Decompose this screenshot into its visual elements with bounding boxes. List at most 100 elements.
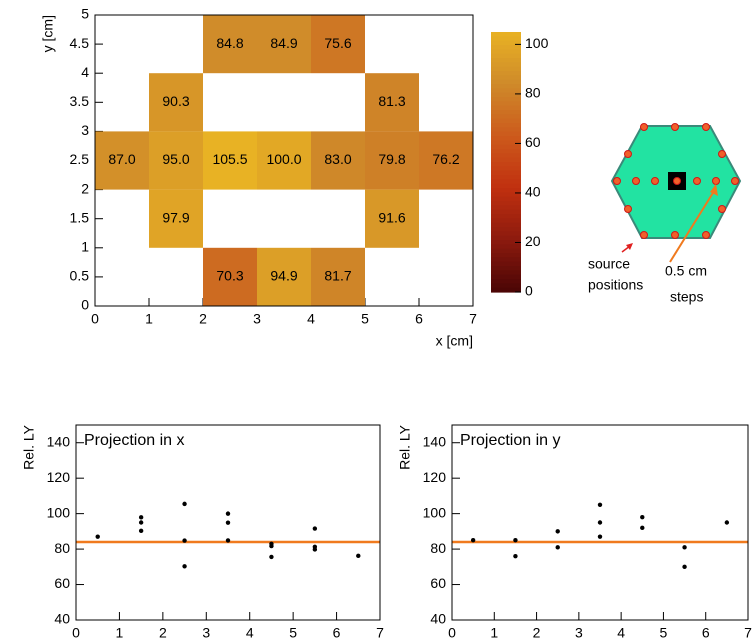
cell-label: 70.3 (216, 268, 243, 284)
y-tick-label: 2.5 (70, 151, 90, 167)
data-point (95, 534, 100, 539)
heatmap-cell (311, 15, 365, 74)
colorbar-segment (491, 75, 521, 81)
colorbar-segment (491, 127, 521, 133)
y-tick-label: 5 (81, 6, 89, 22)
x-tick-label: 2 (159, 625, 167, 641)
data-point (513, 538, 518, 543)
data-point (356, 553, 361, 559)
colorbar-segment (491, 209, 521, 215)
colorbar-segment (491, 149, 521, 154)
colorbar-segment (491, 36, 521, 42)
colorbar-segment (491, 175, 521, 180)
step-arrow (669, 187, 717, 263)
colorbar-tick-label: 60 (525, 134, 541, 150)
x-tick-label: 0 (91, 311, 99, 327)
x-tick-label: 7 (744, 625, 752, 641)
source-dot (718, 205, 726, 213)
data-point (269, 543, 274, 549)
x-tick-label: 3 (202, 625, 210, 641)
step-label: steps (670, 289, 703, 305)
x-tick-label: 7 (376, 625, 384, 641)
cell-label: 76.2 (432, 151, 459, 167)
data-point (225, 538, 231, 543)
data-point (555, 529, 560, 534)
x-tick-label: 2 (199, 311, 207, 327)
source-dot (640, 231, 648, 239)
colorbar-segment (491, 170, 521, 176)
x-axis-label: x [cm] (436, 333, 473, 349)
cell-label: 84.8 (216, 35, 243, 51)
heatmap-cell (203, 131, 257, 190)
cell-label: 90.3 (162, 93, 189, 109)
source-dot (693, 177, 701, 185)
colorbar-segment (491, 279, 521, 284)
colorbar-segment (491, 201, 521, 206)
colorbar-segment (491, 88, 521, 94)
colorbar-segment (491, 179, 521, 185)
heatmap-cell (95, 131, 149, 190)
colorbar-segment (491, 192, 521, 198)
data-point (640, 514, 645, 520)
colorbar-segment (491, 227, 521, 232)
colorbar-segment (491, 58, 521, 63)
colorbar-tick-label: 20 (525, 233, 541, 249)
y-tick-label: 0.5 (70, 268, 90, 284)
data-point (269, 554, 274, 560)
source-dot (640, 123, 648, 131)
y-tick-label: 60 (54, 575, 70, 591)
x-tick-label: 7 (469, 311, 477, 327)
colorbar-segment (491, 162, 521, 167)
data-point (138, 528, 144, 534)
cell-label: 95.0 (162, 151, 189, 167)
colorbar-segment (491, 101, 521, 107)
colorbar-segment (491, 71, 521, 76)
colorbar-segment (491, 49, 521, 55)
step-arrowhead (710, 184, 718, 196)
colorbar-segment (491, 270, 521, 276)
y-tick-label: 140 (423, 433, 447, 449)
colorbar-segment (491, 188, 521, 193)
y-tick-label: 80 (54, 540, 70, 556)
x-tick-label: 0 (72, 625, 80, 641)
heatmap-cell (419, 131, 473, 190)
heatmap-cell (365, 73, 419, 132)
source-label: positions (588, 277, 643, 293)
heatmap-cell (365, 189, 419, 248)
colorbar-tick-label: 80 (525, 85, 541, 101)
x-tick-label: 6 (702, 625, 710, 641)
colorbar-segment (491, 123, 521, 128)
x-tick-label: 3 (253, 311, 261, 327)
source-dot (624, 205, 632, 213)
cell-label: 81.3 (378, 93, 405, 109)
colorbar-segment (491, 274, 521, 280)
data-point (312, 526, 318, 531)
plot-frame (94, 14, 474, 307)
data-point (597, 520, 603, 525)
y-axis-label: Rel. LY (21, 424, 37, 470)
colorbar-segment (491, 240, 521, 245)
y-tick-label: 0 (81, 297, 89, 313)
colorbar-segment (491, 131, 521, 137)
cell-label: 84.9 (270, 35, 297, 51)
colorbar-segment (491, 253, 521, 258)
colorbar-segment (491, 205, 521, 211)
data-point (182, 501, 187, 507)
heatmap-cell (311, 131, 365, 190)
data-point (470, 538, 476, 543)
source-dot (712, 177, 720, 185)
x-tick-label: 3 (575, 625, 583, 641)
colorbar-segment (491, 140, 521, 146)
x-tick-label: 4 (246, 625, 254, 641)
colorbar-segment (491, 105, 521, 111)
cell-label: 87.0 (108, 151, 135, 167)
y-tick-label: 1.5 (70, 209, 90, 225)
step-label: 0.5 cm (665, 263, 707, 279)
y-tick-label: 40 (430, 611, 446, 627)
plot-frame (75, 424, 381, 621)
x-tick-label: 5 (361, 311, 369, 327)
colorbar-segment (491, 222, 521, 228)
y-tick-label: 60 (430, 575, 446, 591)
colorbar-segment (491, 157, 521, 163)
y-tick-label: 2 (81, 180, 89, 196)
